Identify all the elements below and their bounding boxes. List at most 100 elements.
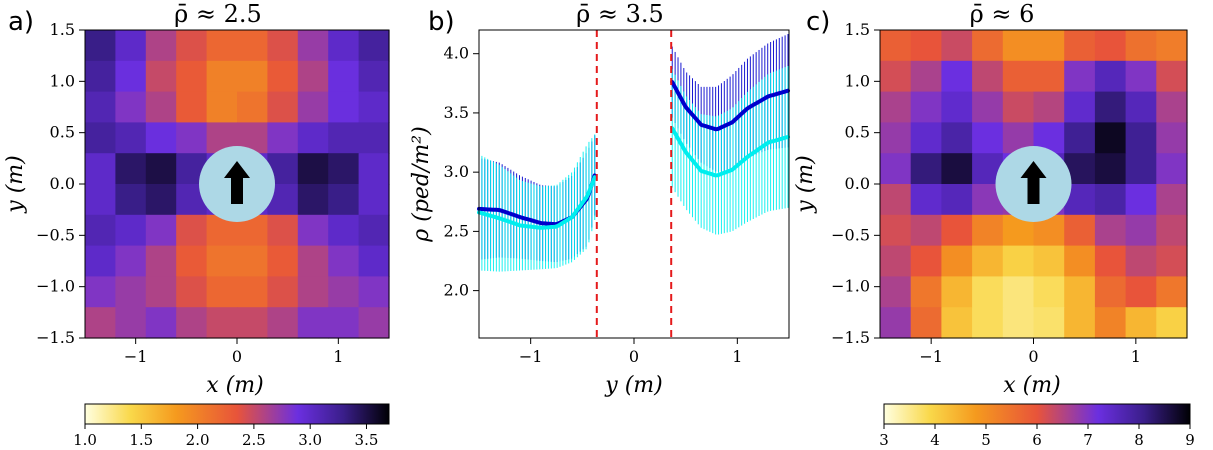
panel-a: a) ρ̄ ≈ 2.5 −1 0 1 1.5 1.0 0.5 0.0 −0.5 −1.0 −1.5… bbox=[3, 0, 390, 449]
heatmap-cell bbox=[1094, 307, 1127, 339]
heatmap-cell bbox=[972, 245, 1004, 277]
colorbar-tick-label: 2.0 bbox=[186, 431, 210, 449]
heatmap-cell bbox=[941, 122, 973, 154]
panel-c-ylabel: y (m) bbox=[793, 155, 818, 213]
heatmap-cell bbox=[145, 60, 177, 93]
colorbar-tick-label: 8 bbox=[1134, 431, 1144, 449]
heatmap-cell bbox=[358, 184, 390, 216]
heatmap-cell bbox=[1064, 30, 1096, 62]
heatmap-cell bbox=[206, 245, 238, 277]
heatmap-cell bbox=[1156, 214, 1188, 247]
heatmap-cell bbox=[910, 245, 942, 277]
heatmap-cell bbox=[358, 276, 390, 308]
heatmap-cell bbox=[115, 91, 147, 123]
heatmap-cell bbox=[358, 214, 390, 247]
heatmap-cell bbox=[910, 91, 942, 123]
heatmap-cell bbox=[267, 122, 299, 154]
heatmap-cell bbox=[85, 30, 116, 62]
heatmap-cell bbox=[941, 184, 973, 216]
panel-b-axes: −1 0 1 4.0 3.5 3.0 2.5 2.0 bbox=[444, 44, 743, 366]
heatmap-cell bbox=[237, 307, 268, 339]
heatmap-cell bbox=[358, 122, 390, 154]
heatmap-cell bbox=[85, 184, 116, 216]
y-tick-label: 1.0 bbox=[50, 71, 75, 90]
heatmap-cell bbox=[85, 245, 116, 277]
heatmap-cell bbox=[941, 214, 973, 247]
heatmap-cell bbox=[972, 307, 1004, 339]
heatmap-cell bbox=[115, 276, 147, 308]
heatmap-cell bbox=[358, 307, 390, 339]
heatmap-cell bbox=[328, 91, 360, 123]
panel-c-title: ρ̄ ≈ 6 bbox=[970, 0, 1035, 28]
heatmap-cell bbox=[880, 122, 912, 154]
heatmap-cell bbox=[910, 184, 942, 216]
heatmap-cell bbox=[358, 245, 390, 277]
heatmap-cell bbox=[1156, 184, 1188, 216]
heatmap-cell bbox=[358, 30, 390, 62]
heatmap-cell bbox=[145, 30, 177, 62]
heatmap-cell bbox=[1094, 30, 1127, 62]
heatmap-cell bbox=[85, 307, 116, 339]
y-tick-label: −1.0 bbox=[831, 277, 870, 296]
panel-b: b) ρ̄ ≈ 3.5 −1 0 1 4.0 3.5 3.0 2.5 2.0 y (m) ρ … bbox=[409, 0, 790, 398]
panel-c-colorbar-ticks: 3 4 5 6 7 8 9 bbox=[879, 424, 1195, 449]
colorbar-tick-label: 2.5 bbox=[242, 431, 266, 449]
colorbar-tick-label: 3.5 bbox=[355, 431, 379, 449]
heatmap-cell bbox=[176, 307, 208, 339]
heatmap-cell bbox=[1033, 276, 1065, 308]
heatmap-cell bbox=[880, 214, 912, 247]
heatmap-cell bbox=[1125, 60, 1157, 93]
y-tick-label: 3.0 bbox=[444, 162, 469, 181]
heatmap-cell bbox=[267, 276, 299, 308]
panel-b-title: ρ̄ ≈ 3.5 bbox=[576, 0, 664, 28]
heatmap-cell bbox=[297, 30, 329, 62]
heatmap-cell bbox=[1156, 153, 1188, 185]
heatmap-cell bbox=[297, 91, 329, 123]
heatmap-cell bbox=[297, 122, 329, 154]
heatmap-cell bbox=[1094, 214, 1127, 247]
panel-c-heatmap bbox=[880, 30, 1188, 339]
heatmap-cell bbox=[145, 153, 177, 185]
y-tick-label: 1.5 bbox=[50, 20, 75, 39]
heatmap-cell bbox=[297, 60, 329, 93]
heatmap-cell bbox=[237, 30, 268, 62]
heatmap-cell bbox=[1002, 60, 1035, 93]
heatmap-cell bbox=[1125, 245, 1157, 277]
heatmap-cell bbox=[1156, 60, 1188, 93]
heatmap-cell bbox=[1156, 307, 1188, 339]
panel-c-axes: −1 0 1 1.5 1.0 0.5 0.0 −0.5 −1.0 −1.5 bbox=[831, 20, 1141, 366]
heatmap-cell bbox=[267, 60, 299, 93]
heatmap-cell bbox=[941, 307, 973, 339]
heatmap-cell bbox=[206, 276, 238, 308]
heatmap-cell bbox=[206, 30, 238, 62]
heatmap-cell bbox=[85, 60, 116, 93]
heatmap-cell bbox=[1064, 276, 1096, 308]
panel-a-colorbar-ticks: 1.0 1.5 2.0 2.5 3.0 3.5 bbox=[73, 424, 378, 449]
panel-b-xlabel: y (m) bbox=[604, 373, 662, 398]
heatmap-cell bbox=[972, 122, 1004, 154]
heatmap-cell bbox=[176, 60, 208, 93]
heatmap-cell bbox=[176, 276, 208, 308]
heatmap-cell bbox=[880, 60, 912, 93]
heatmap-cell bbox=[1033, 60, 1065, 93]
x-tick-label: 0 bbox=[629, 347, 639, 366]
heatmap-cell bbox=[206, 91, 238, 123]
panel-a-xlabel: x (m) bbox=[206, 373, 263, 398]
heatmap-cell bbox=[910, 30, 942, 62]
heatmap-cell bbox=[297, 245, 329, 277]
heatmap-cell bbox=[358, 60, 390, 93]
y-tick-label: 0.5 bbox=[50, 123, 75, 142]
heatmap-cell bbox=[297, 153, 329, 185]
heatmap-cell bbox=[328, 30, 360, 62]
heatmap-cell bbox=[910, 214, 942, 247]
heatmap-cell bbox=[1064, 307, 1096, 339]
heatmap-cell bbox=[85, 276, 116, 308]
heatmap-cell bbox=[85, 91, 116, 123]
heatmap-cell bbox=[880, 91, 912, 123]
colorbar-tick-label: 1.0 bbox=[73, 431, 97, 449]
heatmap-cell bbox=[115, 245, 147, 277]
y-tick-label: 0.5 bbox=[845, 123, 870, 142]
heatmap-cell bbox=[1125, 122, 1157, 154]
heatmap-cell bbox=[358, 153, 390, 185]
heatmap-cell bbox=[941, 276, 973, 308]
